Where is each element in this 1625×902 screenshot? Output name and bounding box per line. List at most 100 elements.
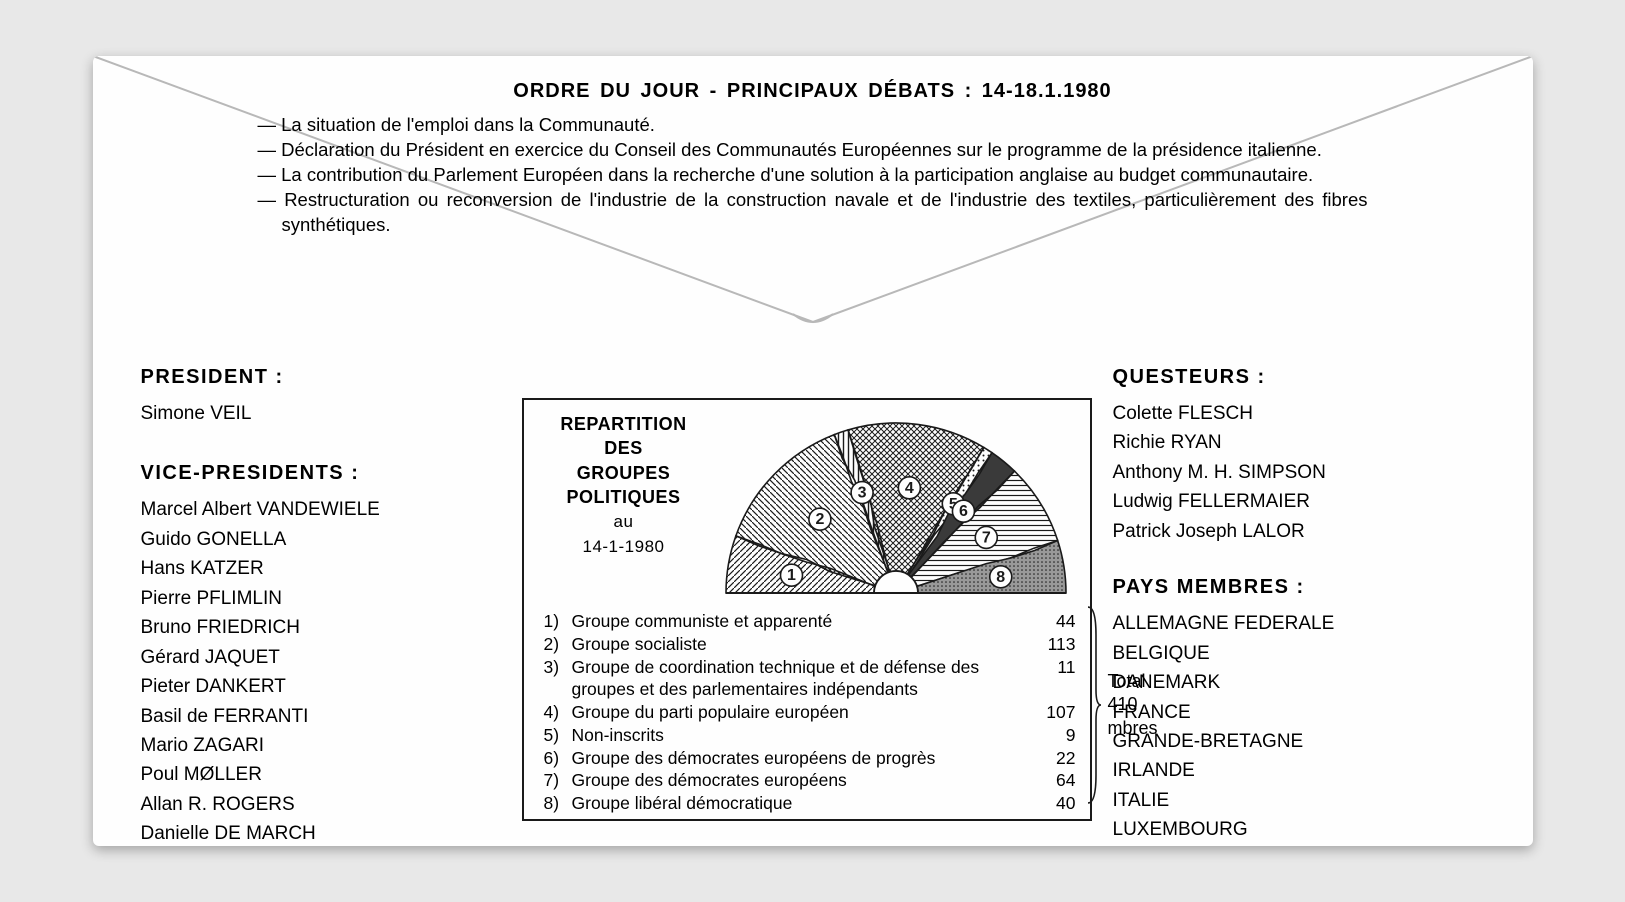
chart-header-date: 14-1-1980 bbox=[582, 537, 664, 556]
svg-text:1: 1 bbox=[787, 567, 796, 584]
chart-header-line: POLITIQUES bbox=[566, 487, 680, 507]
chart-header-au: au bbox=[614, 512, 634, 531]
chart-legend: 1) Groupe communiste et apparenté 44 2) … bbox=[544, 610, 1076, 815]
president-block: PRESIDENT : Simone VEIL bbox=[141, 366, 501, 428]
pays-name: FRANCE bbox=[1113, 698, 1493, 727]
legend-val: 113 bbox=[1036, 633, 1076, 656]
total-unit: mbres bbox=[1107, 718, 1157, 738]
chart-header-line: GROUPES bbox=[577, 463, 671, 483]
legend-row: 2) Groupe socialiste 113 bbox=[544, 633, 1076, 656]
legend-val: 9 bbox=[1036, 724, 1076, 747]
chart-header: REPARTITION DES GROUPES POLITIQUES au 14… bbox=[544, 412, 704, 559]
vp-name: Gérard JAQUET bbox=[141, 643, 501, 672]
agenda-item: — La contribution du Parlement Européen … bbox=[258, 163, 1368, 188]
svg-text:8: 8 bbox=[996, 569, 1005, 586]
pays-name: LUXEMBOURG bbox=[1113, 815, 1493, 844]
legend-row: 8) Groupe libéral démocratique 40 bbox=[544, 792, 1076, 815]
hemicycle-svg: 12345678 bbox=[716, 408, 1076, 600]
vp-name: Guido GONELLA bbox=[141, 525, 501, 554]
questeur-name: Colette FLESCH bbox=[1113, 399, 1493, 428]
pays-name: GRANDE-BRETAGNE bbox=[1113, 727, 1493, 756]
vp-name: Pierre PFLIMLIN bbox=[141, 584, 501, 613]
pays-heading: PAYS MEMBRES : bbox=[1113, 576, 1493, 599]
vp-name: Bruno FRIEDRICH bbox=[141, 613, 501, 642]
questeur-name: Patrick Joseph LALOR bbox=[1113, 517, 1493, 546]
hemicycle-chart: REPARTITION DES GROUPES POLITIQUES au 14… bbox=[522, 398, 1092, 821]
legend-row: 7) Groupe des démocrates européens 64 bbox=[544, 769, 1076, 792]
legend-row: 5) Non-inscrits 9 bbox=[544, 724, 1076, 747]
vp-list: Marcel Albert VANDEWIELE Guido GONELLA H… bbox=[141, 495, 501, 846]
legend-val: 44 bbox=[1036, 610, 1076, 633]
legend-label: Groupe du parti populaire européen bbox=[572, 701, 1036, 724]
legend-num: 3) bbox=[544, 656, 572, 679]
pays-name: ALLEMAGNE FEDERALE bbox=[1113, 609, 1493, 638]
vp-name: Hans KATZER bbox=[141, 554, 501, 583]
svg-text:2: 2 bbox=[815, 511, 824, 528]
svg-text:7: 7 bbox=[981, 529, 990, 546]
questeur-name: Ludwig FELLERMAIER bbox=[1113, 487, 1493, 516]
president-heading: PRESIDENT : bbox=[141, 366, 501, 389]
legend-num: 6) bbox=[544, 747, 572, 770]
legend-row: 4) Groupe du parti populaire européen 10… bbox=[544, 701, 1076, 724]
agenda-item: — La situation de l'emploi dans la Commu… bbox=[258, 113, 1368, 138]
questeurs-heading: QUESTEURS : bbox=[1113, 366, 1493, 389]
questeur-name: Richie RYAN bbox=[1113, 428, 1493, 457]
total-label: Total bbox=[1107, 671, 1145, 691]
left-column: PRESIDENT : Simone VEIL VICE-PRESIDENTS … bbox=[141, 366, 501, 846]
legend-row: 1) Groupe communiste et apparenté 44 bbox=[544, 610, 1076, 633]
chart-header-line: DES bbox=[604, 438, 643, 458]
legend-val: 40 bbox=[1036, 792, 1076, 815]
legend-label: Groupe socialiste bbox=[572, 633, 1036, 656]
legend-num: 7) bbox=[544, 769, 572, 792]
legend-num: 2) bbox=[544, 633, 572, 656]
legend-val: 11 bbox=[1036, 656, 1076, 679]
vp-name: Poul MØLLER bbox=[141, 760, 501, 789]
envelope-back: ORDRE DU JOUR - PRINCIPAUX DÉBATS : 14-1… bbox=[93, 56, 1533, 846]
pays-membres-block: PAYS MEMBRES : ALLEMAGNE FEDERALE BELGIQ… bbox=[1113, 576, 1493, 846]
agenda-list: — La situation de l'emploi dans la Commu… bbox=[258, 113, 1368, 238]
pays-name: BELGIQUE bbox=[1113, 639, 1493, 668]
legend-label: Groupe des démocrates européens bbox=[572, 769, 1036, 792]
total-value: 410 bbox=[1107, 694, 1137, 714]
total-brace: Total 410 mbres bbox=[1084, 605, 1158, 805]
legend-val: 64 bbox=[1036, 769, 1076, 792]
legend-row: 6) Groupe des démocrates européens de pr… bbox=[544, 747, 1076, 770]
vp-name: Allan R. ROGERS bbox=[141, 790, 501, 819]
vp-name: Danielle DE MARCH bbox=[141, 819, 501, 846]
legend-label: Groupe de coordination technique et de d… bbox=[572, 656, 1036, 702]
vice-presidents-block: VICE-PRESIDENTS : Marcel Albert VANDEWIE… bbox=[141, 462, 501, 846]
vp-name: Basil de FERRANTI bbox=[141, 702, 501, 731]
vp-name: Pieter DANKERT bbox=[141, 672, 501, 701]
legend-label: Groupe communiste et apparenté bbox=[572, 610, 1036, 633]
questeurs-list: Colette FLESCH Richie RYAN Anthony M. H.… bbox=[1113, 399, 1493, 546]
legend-num: 1) bbox=[544, 610, 572, 633]
legend-label: Non-inscrits bbox=[572, 724, 1036, 747]
pays-name: PAYS-BAS bbox=[1113, 845, 1493, 846]
questeur-name: Anthony M. H. SIMPSON bbox=[1113, 458, 1493, 487]
pays-name: DANEMARK bbox=[1113, 668, 1493, 697]
chart-header-line: REPARTITION bbox=[560, 414, 686, 434]
brace-icon bbox=[1084, 605, 1102, 805]
pays-list: ALLEMAGNE FEDERALE BELGIQUE DANEMARK FRA… bbox=[1113, 609, 1493, 846]
legend-label: Groupe libéral démocratique bbox=[572, 792, 1036, 815]
legend-num: 4) bbox=[544, 701, 572, 724]
vp-heading: VICE-PRESIDENTS : bbox=[141, 462, 501, 485]
agenda-item: — Déclaration du Président en exercice d… bbox=[258, 138, 1368, 163]
questeurs-block: QUESTEURS : Colette FLESCH Richie RYAN A… bbox=[1113, 366, 1493, 546]
total-text: Total 410 mbres bbox=[1107, 670, 1157, 740]
agenda-item: — Restructuration ou reconversion de l'i… bbox=[258, 188, 1368, 238]
agenda-title: ORDRE DU JOUR - PRINCIPAUX DÉBATS : 14-1… bbox=[223, 80, 1403, 103]
legend-label: Groupe des démocrates européens de progr… bbox=[572, 747, 1036, 770]
lower-section: PRESIDENT : Simone VEIL VICE-PRESIDENTS … bbox=[93, 366, 1533, 846]
right-column: QUESTEURS : Colette FLESCH Richie RYAN A… bbox=[1113, 366, 1493, 846]
svg-text:4: 4 bbox=[904, 480, 913, 497]
legend-row: 3) Groupe de coordination technique et d… bbox=[544, 656, 1076, 702]
center-column: REPARTITION DES GROUPES POLITIQUES au 14… bbox=[522, 398, 1092, 846]
legend-val: 22 bbox=[1036, 747, 1076, 770]
legend-val: 107 bbox=[1036, 701, 1076, 724]
pays-name: ITALIE bbox=[1113, 786, 1493, 815]
hemicycle-svg-wrap: 12345678 bbox=[716, 408, 1076, 600]
svg-text:6: 6 bbox=[958, 503, 967, 520]
vp-name: Mario ZAGARI bbox=[141, 731, 501, 760]
pays-name: IRLANDE bbox=[1113, 756, 1493, 785]
